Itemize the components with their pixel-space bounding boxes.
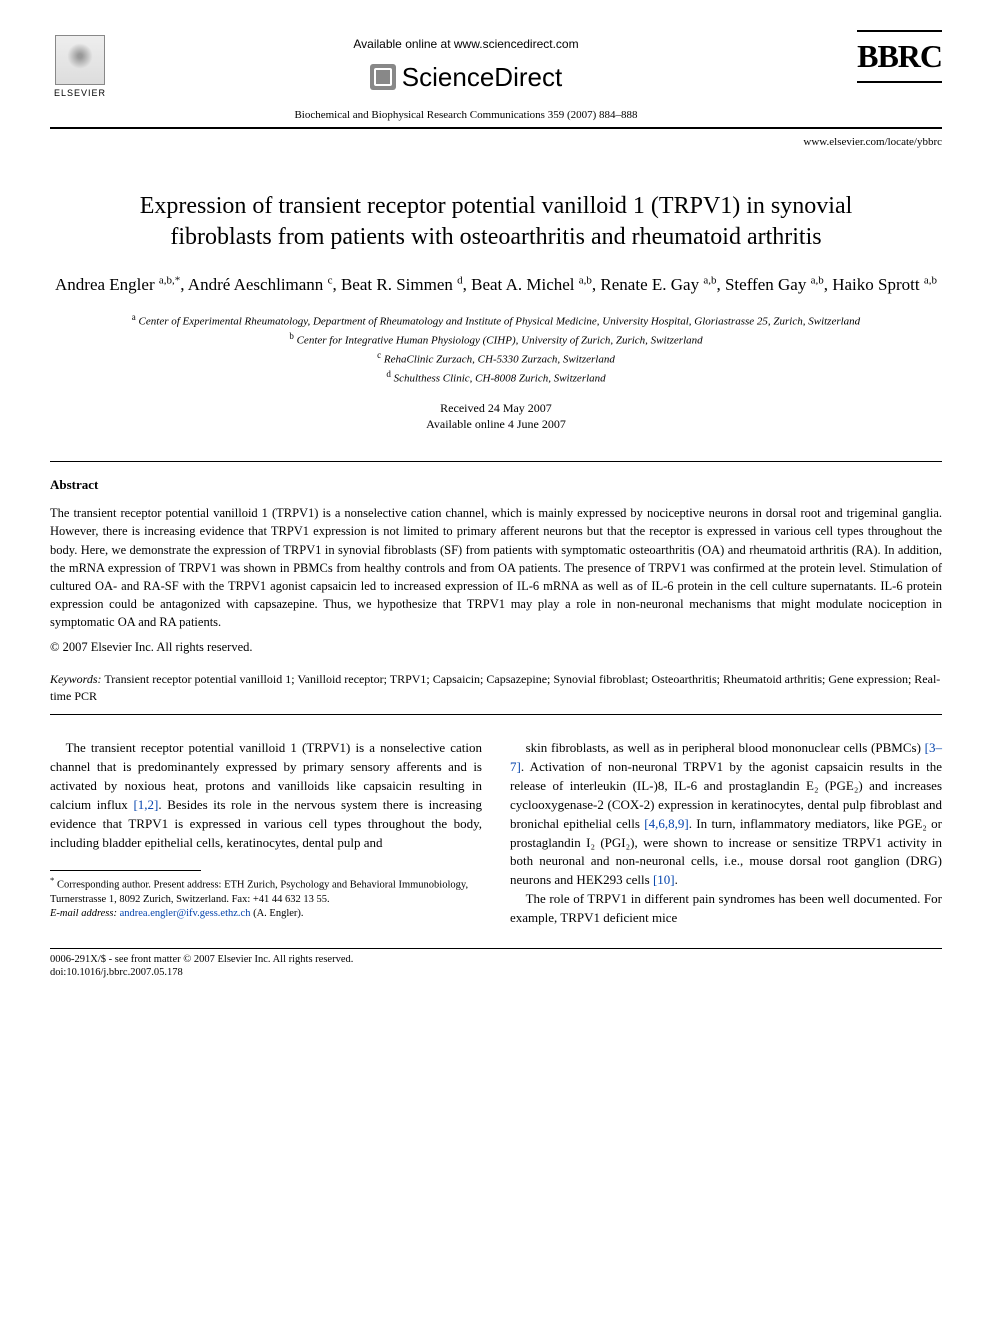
affiliation-d: d Schulthess Clinic, CH-8008 Zurich, Swi… [50,368,942,387]
ref-link[interactable]: [10] [653,872,675,887]
footnote-rule [50,870,201,871]
sciencedirect-text: ScienceDirect [402,59,562,95]
keywords: Keywords: Transient receptor potential v… [50,671,942,705]
ref-link[interactable]: [1,2] [133,797,158,812]
sciencedirect-icon [370,64,396,90]
footer-line1: 0006-291X/$ - see front matter © 2007 El… [50,953,942,967]
abstract-text: The transient receptor potential vanillo… [50,504,942,631]
center-header: Available online at www.sciencedirect.co… [110,30,822,95]
footer-meta: 0006-291X/$ - see front matter © 2007 El… [50,953,942,980]
sciencedirect-logo: ScienceDirect [370,59,562,95]
available-online-text: Available online at www.sciencedirect.co… [110,36,822,53]
rule-above-abstract [50,461,942,462]
elsevier-tree-icon [55,35,105,85]
footer-doi: doi:10.1016/j.bbrc.2007.05.178 [50,966,942,980]
body-para-3: The role of TRPV1 in different pain synd… [510,890,942,928]
bbrc-logo: BBRC [857,30,942,83]
footer-rule [50,948,942,949]
body-text: The transient receptor potential vanillo… [50,739,942,927]
abstract-copyright: © 2007 Elsevier Inc. All rights reserved… [50,639,942,657]
citation-row: Biochemical and Biophysical Research Com… [50,108,942,129]
body-para-2: skin fibroblasts, as well as in peripher… [510,739,942,890]
affiliation-a: a Center of Experimental Rheumatology, D… [50,311,942,330]
abstract-heading: Abstract [50,476,942,494]
page-header: ELSEVIER Available online at www.science… [50,30,942,100]
rule-below-keywords [50,714,942,715]
ref-link[interactable]: [4,6,8,9] [644,816,688,831]
affiliations: a Center of Experimental Rheumatology, D… [50,311,942,388]
email-footnote: E-mail address: andrea.engler@ifv.gess.e… [50,907,482,921]
elsevier-logo: ELSEVIER [50,30,110,100]
article-dates: Received 24 May 2007 Available online 4 … [50,400,942,434]
corresponding-footnote: * Corresponding author. Present address:… [50,875,482,907]
journal-logo-block: BBRC [822,30,942,83]
affiliation-b: b Center for Integrative Human Physiolog… [50,330,942,349]
online-date: Available online 4 June 2007 [50,416,942,433]
body-para-1: The transient receptor potential vanillo… [50,739,482,852]
keywords-label: Keywords: [50,672,102,686]
affiliation-c: c RehaClinic Zurzach, CH-5330 Zurzach, S… [50,349,942,368]
journal-citation: Biochemical and Biophysical Research Com… [110,108,822,123]
article-title: Expression of transient receptor potenti… [90,191,902,253]
email-link[interactable]: andrea.engler@ifv.gess.ethz.ch [120,908,251,919]
authors: Andrea Engler a,b,*, André Aeschlimann c… [50,273,942,297]
footnotes: * Corresponding author. Present address:… [50,875,482,921]
keywords-text: Transient receptor potential vanilloid 1… [50,672,940,703]
elsevier-label: ELSEVIER [54,87,106,100]
journal-url: www.elsevier.com/locate/ybbrc [50,135,942,150]
received-date: Received 24 May 2007 [50,400,942,417]
